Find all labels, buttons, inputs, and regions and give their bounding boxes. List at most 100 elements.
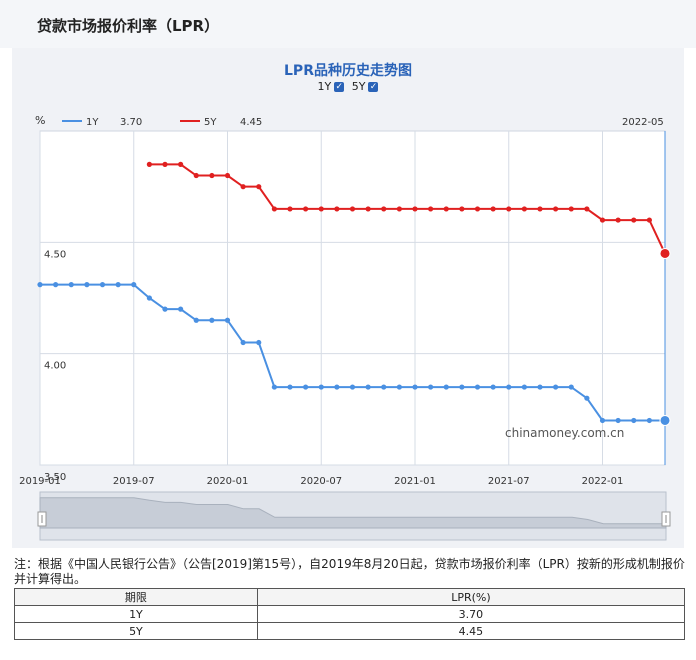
data-point-1y[interactable] bbox=[659, 414, 671, 426]
data-point-1y[interactable] bbox=[224, 317, 231, 323]
data-point-5y[interactable] bbox=[599, 217, 606, 223]
data-point-1y[interactable] bbox=[412, 384, 418, 390]
table-cell-term: 1Y bbox=[14, 605, 258, 623]
data-point-5y[interactable] bbox=[537, 206, 543, 212]
lpr-table: 期限 LPR(%) 1Y 3.70 5Y 4.45 bbox=[14, 588, 686, 640]
data-point-5y[interactable] bbox=[521, 206, 527, 212]
data-point-1y[interactable] bbox=[396, 384, 402, 390]
data-point-5y[interactable] bbox=[381, 206, 387, 212]
data-point-1y[interactable] bbox=[615, 417, 621, 424]
data-point-1y[interactable] bbox=[303, 384, 309, 390]
table-header-term: 期限 bbox=[14, 588, 258, 606]
current-date-label: 2022-05 bbox=[622, 117, 664, 128]
data-point-5y[interactable] bbox=[646, 217, 652, 223]
data-point-1y[interactable] bbox=[256, 339, 262, 346]
data-point-1y[interactable] bbox=[506, 384, 512, 390]
x-tick-label: 2019-01 bbox=[19, 476, 61, 487]
table-row: 5Y 4.45 bbox=[14, 622, 686, 640]
x-tick-label: 2020-07 bbox=[300, 476, 342, 487]
data-point-1y[interactable] bbox=[443, 384, 449, 390]
data-point-5y[interactable] bbox=[349, 206, 356, 212]
table-row: 1Y 3.70 bbox=[14, 605, 686, 623]
series-line-5y bbox=[149, 163, 666, 254]
navigator-overview-area bbox=[39, 497, 667, 529]
data-point-5y[interactable] bbox=[474, 206, 481, 212]
data-point-1y[interactable] bbox=[646, 417, 652, 424]
data-point-1y[interactable] bbox=[365, 384, 371, 390]
data-point-5y[interactable] bbox=[303, 206, 309, 212]
y-tick-label: 4.00 bbox=[44, 361, 66, 372]
data-point-1y[interactable] bbox=[53, 282, 59, 288]
data-point-1y[interactable] bbox=[115, 282, 121, 288]
header-bar bbox=[0, 0, 696, 48]
legend-5y-value: 4.45 bbox=[240, 117, 262, 128]
data-point-1y[interactable] bbox=[381, 384, 387, 390]
toggle-5y[interactable]: 5Y ✓ bbox=[352, 80, 379, 93]
data-point-1y[interactable] bbox=[537, 384, 543, 390]
data-point-5y[interactable] bbox=[365, 206, 371, 212]
toggle-1y-label: 1Y bbox=[317, 80, 332, 93]
data-point-5y[interactable] bbox=[428, 206, 434, 212]
data-point-1y[interactable] bbox=[68, 282, 74, 288]
data-point-1y[interactable] bbox=[318, 384, 324, 390]
x-tick-label: 2021-07 bbox=[488, 476, 530, 487]
data-point-5y[interactable] bbox=[209, 172, 215, 179]
data-point-5y[interactable] bbox=[412, 206, 418, 212]
data-point-5y[interactable] bbox=[271, 206, 277, 212]
data-point-5y[interactable] bbox=[506, 206, 512, 212]
data-point-5y[interactable] bbox=[396, 206, 402, 212]
data-point-5y[interactable] bbox=[615, 217, 621, 223]
data-point-5y[interactable] bbox=[146, 161, 152, 167]
legend-1y-name: 1Y bbox=[86, 117, 99, 128]
data-point-5y[interactable] bbox=[287, 206, 293, 212]
data-point-1y[interactable] bbox=[474, 384, 481, 390]
data-point-1y[interactable] bbox=[287, 384, 293, 390]
data-point-1y[interactable] bbox=[631, 417, 637, 424]
checkbox-checked-icon[interactable]: ✓ bbox=[368, 81, 379, 92]
data-point-5y[interactable] bbox=[568, 206, 574, 212]
data-point-1y[interactable] bbox=[146, 295, 152, 301]
data-point-1y[interactable] bbox=[209, 317, 215, 323]
data-point-1y[interactable] bbox=[84, 282, 90, 288]
data-point-5y[interactable] bbox=[459, 206, 465, 212]
data-point-5y[interactable] bbox=[193, 172, 199, 179]
series-toggles: 1Y ✓ 5Y ✓ bbox=[0, 80, 696, 93]
data-point-1y[interactable] bbox=[99, 282, 106, 288]
data-point-5y[interactable] bbox=[659, 247, 671, 259]
y-tick-label: 3.50 bbox=[44, 472, 66, 483]
data-point-5y[interactable] bbox=[553, 206, 559, 212]
data-point-1y[interactable] bbox=[599, 417, 606, 424]
data-point-5y[interactable] bbox=[490, 206, 496, 212]
data-point-1y[interactable] bbox=[271, 384, 277, 390]
data-point-1y[interactable] bbox=[334, 384, 340, 390]
table-header-row: 期限 LPR(%) bbox=[14, 588, 686, 606]
toggle-1y[interactable]: 1Y ✓ bbox=[318, 80, 345, 93]
data-point-1y[interactable] bbox=[37, 282, 43, 288]
data-point-1y[interactable] bbox=[584, 395, 590, 401]
data-point-5y[interactable] bbox=[443, 206, 449, 212]
data-point-5y[interactable] bbox=[240, 184, 246, 190]
data-point-1y[interactable] bbox=[568, 384, 574, 390]
data-point-1y[interactable] bbox=[490, 384, 496, 390]
y-unit-label: % bbox=[35, 114, 45, 127]
data-point-1y[interactable] bbox=[240, 339, 246, 346]
lpr-chart: % 1Y 3.70 5Y 4.45 2022-05 3.50 4.00 4.50 2… bbox=[19, 114, 671, 541]
checkbox-checked-icon[interactable]: ✓ bbox=[334, 81, 345, 92]
data-point-1y[interactable] bbox=[428, 384, 434, 390]
data-point-1y[interactable] bbox=[162, 306, 168, 312]
data-point-5y[interactable] bbox=[256, 184, 262, 190]
data-point-5y[interactable] bbox=[631, 217, 637, 223]
data-point-5y[interactable] bbox=[224, 172, 231, 179]
data-point-1y[interactable] bbox=[193, 317, 199, 323]
data-point-1y[interactable] bbox=[131, 282, 137, 288]
data-point-1y[interactable] bbox=[349, 384, 356, 390]
data-point-5y[interactable] bbox=[178, 161, 184, 167]
data-point-1y[interactable] bbox=[553, 384, 559, 390]
data-point-1y[interactable] bbox=[459, 384, 465, 390]
data-point-1y[interactable] bbox=[178, 306, 184, 312]
data-point-5y[interactable] bbox=[584, 206, 590, 212]
data-point-5y[interactable] bbox=[334, 206, 340, 212]
data-point-1y[interactable] bbox=[521, 384, 527, 390]
data-point-5y[interactable] bbox=[318, 206, 324, 212]
data-point-5y[interactable] bbox=[162, 161, 168, 167]
